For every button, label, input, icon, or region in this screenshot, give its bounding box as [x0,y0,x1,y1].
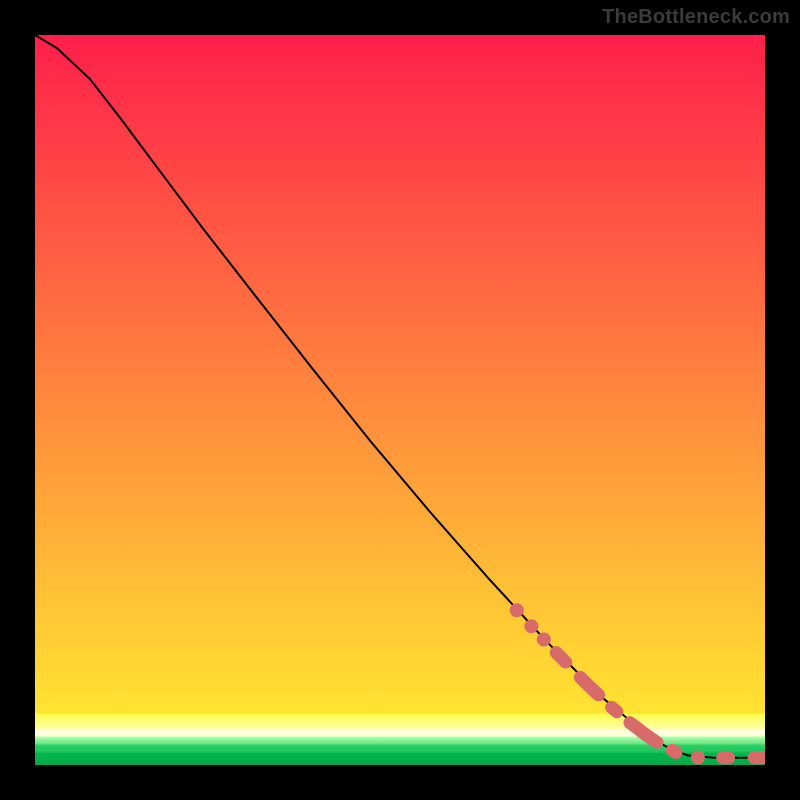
chart-area [35,35,765,765]
marker-cluster [672,750,676,752]
marker-point [524,619,538,633]
chart-svg [35,35,765,765]
attribution-text: TheBottleneck.com [602,6,790,29]
background-band [35,35,765,714]
background-band [35,753,765,765]
background-band [35,714,765,731]
marker-point [510,603,524,617]
marker-cluster [612,707,617,711]
marker-cluster [556,653,565,662]
marker-point [537,632,551,646]
marker-point [691,751,705,765]
